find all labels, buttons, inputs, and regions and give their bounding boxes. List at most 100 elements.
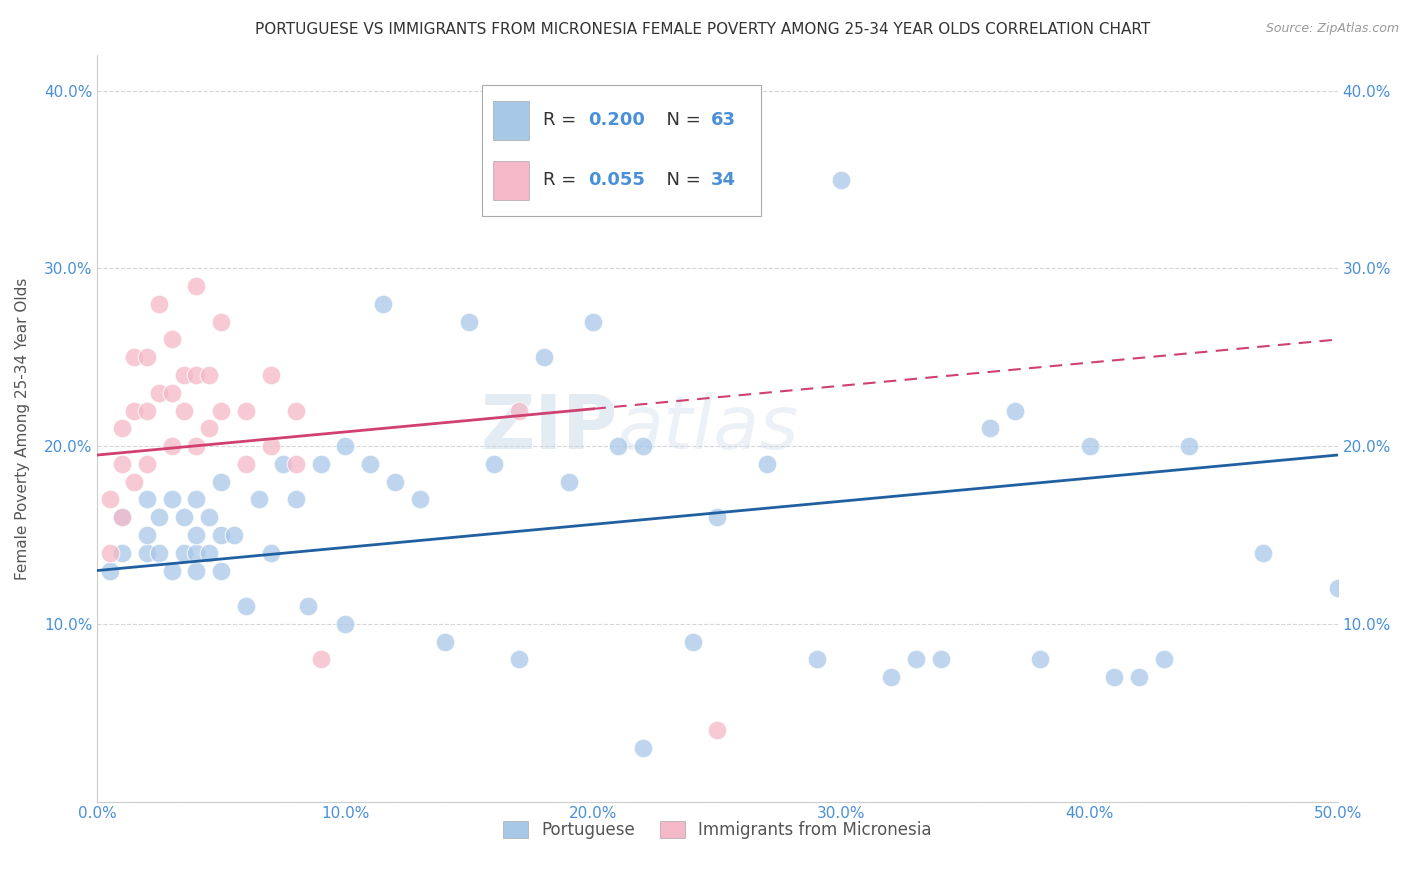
Point	[284, 457, 307, 471]
Point	[235, 403, 257, 417]
Point	[1153, 652, 1175, 666]
Point	[160, 564, 183, 578]
Point	[135, 351, 157, 365]
Point	[186, 564, 208, 578]
Point	[186, 439, 208, 453]
Point	[508, 652, 530, 666]
Point	[1078, 439, 1101, 453]
Point	[631, 741, 654, 756]
Point	[371, 297, 394, 311]
Point	[335, 616, 357, 631]
Point	[160, 385, 183, 400]
Point	[1128, 670, 1150, 684]
Point	[309, 457, 332, 471]
Point	[1104, 670, 1126, 684]
Point	[1029, 652, 1052, 666]
Point	[929, 652, 952, 666]
Point	[756, 457, 779, 471]
Text: PORTUGUESE VS IMMIGRANTS FROM MICRONESIA FEMALE POVERTY AMONG 25-34 YEAR OLDS CO: PORTUGUESE VS IMMIGRANTS FROM MICRONESIA…	[256, 22, 1150, 37]
Point	[260, 546, 283, 560]
Point	[209, 564, 232, 578]
Point	[173, 368, 195, 382]
Point	[148, 385, 170, 400]
Point	[111, 421, 134, 435]
Point	[458, 315, 481, 329]
Point	[607, 439, 630, 453]
Point	[124, 403, 146, 417]
Text: atlas: atlas	[619, 392, 800, 465]
Point	[880, 670, 903, 684]
Legend: Portuguese, Immigrants from Micronesia: Portuguese, Immigrants from Micronesia	[496, 814, 939, 846]
Point	[284, 492, 307, 507]
Point	[209, 403, 232, 417]
Point	[135, 528, 157, 542]
Point	[98, 492, 121, 507]
Point	[186, 528, 208, 542]
Point	[148, 546, 170, 560]
Point	[830, 172, 852, 186]
Point	[186, 546, 208, 560]
Point	[297, 599, 319, 613]
Point	[148, 510, 170, 524]
Point	[271, 457, 294, 471]
Point	[508, 403, 530, 417]
Point	[979, 421, 1001, 435]
Point	[482, 457, 505, 471]
Point	[186, 368, 208, 382]
Point	[124, 475, 146, 489]
Point	[160, 333, 183, 347]
Point	[533, 351, 555, 365]
Point	[409, 492, 432, 507]
Point	[260, 368, 283, 382]
Point	[260, 439, 283, 453]
Point	[209, 315, 232, 329]
Point	[335, 439, 357, 453]
Point	[904, 652, 927, 666]
Y-axis label: Female Poverty Among 25-34 Year Olds: Female Poverty Among 25-34 Year Olds	[15, 277, 30, 580]
Point	[173, 403, 195, 417]
Text: ZIP: ZIP	[481, 392, 619, 465]
Point	[682, 634, 704, 648]
Point	[1251, 546, 1274, 560]
Point	[173, 510, 195, 524]
Point	[173, 546, 195, 560]
Point	[198, 546, 221, 560]
Point	[198, 510, 221, 524]
Point	[706, 723, 728, 738]
Point	[124, 351, 146, 365]
Point	[160, 439, 183, 453]
Point	[631, 439, 654, 453]
Point	[98, 564, 121, 578]
Point	[433, 634, 456, 648]
Point	[111, 546, 134, 560]
Point	[186, 279, 208, 293]
Point	[111, 457, 134, 471]
Point	[235, 599, 257, 613]
Point	[111, 510, 134, 524]
Point	[135, 492, 157, 507]
Point	[209, 528, 232, 542]
Point	[309, 652, 332, 666]
Point	[235, 457, 257, 471]
Text: Source: ZipAtlas.com: Source: ZipAtlas.com	[1265, 22, 1399, 36]
Point	[148, 297, 170, 311]
Point	[135, 457, 157, 471]
Point	[1178, 439, 1201, 453]
Point	[135, 546, 157, 560]
Point	[359, 457, 381, 471]
Point	[111, 510, 134, 524]
Point	[198, 368, 221, 382]
Point	[222, 528, 245, 542]
Point	[247, 492, 270, 507]
Point	[806, 652, 828, 666]
Point	[1004, 403, 1026, 417]
Point	[706, 510, 728, 524]
Point	[98, 546, 121, 560]
Point	[198, 421, 221, 435]
Point	[557, 475, 579, 489]
Point	[1326, 582, 1348, 596]
Point	[186, 492, 208, 507]
Point	[384, 475, 406, 489]
Point	[582, 315, 605, 329]
Point	[135, 403, 157, 417]
